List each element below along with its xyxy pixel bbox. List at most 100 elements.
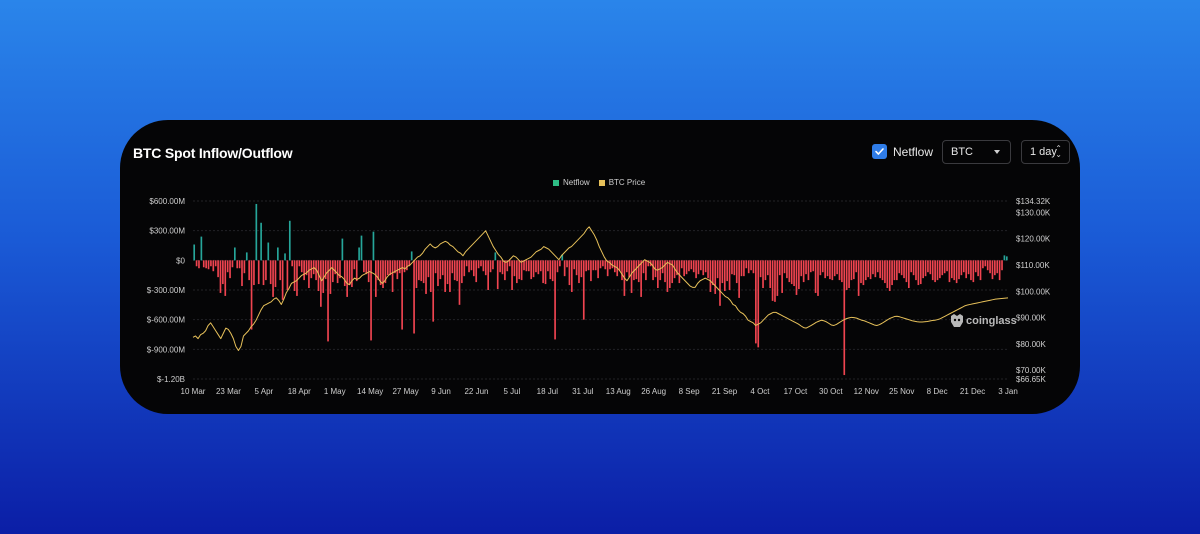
netflow-bar[interactable] [523,260,525,271]
netflow-bar[interactable] [604,260,607,270]
netflow-bar[interactable] [979,260,982,281]
netflow-bar[interactable] [298,260,301,267]
netflow-bar[interactable] [864,260,867,281]
netflow-bar[interactable] [731,260,733,275]
netflow-bar[interactable] [609,260,611,270]
netflow-bar[interactable] [927,260,929,273]
netflow-bar[interactable] [446,260,449,285]
netflow-bar[interactable] [288,220,291,261]
netflow-bar[interactable] [243,260,246,274]
netflow-bar[interactable] [1001,260,1003,271]
netflow-bar[interactable] [982,260,984,269]
netflow-bar[interactable] [456,260,458,282]
netflow-bar[interactable] [367,260,370,283]
netflow-bar[interactable] [425,260,427,294]
netflow-bar[interactable] [683,260,685,277]
netflow-bar[interactable] [955,260,958,284]
netflow-bar[interactable] [401,260,403,330]
netflow-bar[interactable] [680,260,683,269]
netflow-bar[interactable] [951,260,953,279]
coin-select[interactable]: BTC [942,140,1011,164]
netflow-bar[interactable] [377,260,380,281]
netflow-bar[interactable] [542,260,544,284]
netflow-bar[interactable] [845,260,848,290]
netflow-bar[interactable] [351,260,353,288]
netflow-bar[interactable] [195,260,198,267]
netflow-bar[interactable] [535,260,537,273]
netflow-bar[interactable] [788,260,791,283]
netflow-bar[interactable] [862,260,865,286]
netflow-bar[interactable] [477,260,480,269]
netflow-bar[interactable] [668,260,671,289]
netflow-bar[interactable] [415,260,418,289]
netflow-bar[interactable] [723,260,726,291]
netflow-bar[interactable] [272,260,274,297]
netflow-bar[interactable] [970,260,972,281]
netflow-bar[interactable] [994,260,996,276]
netflow-bar[interactable] [547,260,549,272]
netflow-bar[interactable] [482,260,485,272]
netflow-bar[interactable] [331,260,334,283]
netflow-bar[interactable] [233,247,236,261]
netflow-bar[interactable] [910,260,913,273]
netflow-bar[interactable] [210,260,212,267]
netflow-bar[interactable] [532,260,535,278]
netflow-bar[interactable] [449,260,451,292]
netflow-bar[interactable] [205,260,207,269]
netflow-bar[interactable] [998,260,1001,281]
netflow-bar[interactable] [960,260,963,276]
netflow-bar[interactable] [652,260,654,281]
netflow-bar[interactable] [666,260,669,292]
netflow-bar[interactable] [437,260,439,287]
netflow-bar[interactable] [487,260,489,290]
netflow-bar[interactable] [305,260,308,276]
netflow-bar[interactable] [743,260,745,277]
netflow-bar[interactable] [709,260,712,292]
netflow-bar[interactable] [814,260,817,293]
netflow-bar[interactable] [919,260,922,285]
netflow-bar[interactable] [590,260,592,282]
netflow-bar[interactable] [363,260,365,273]
netflow-bar[interactable] [320,260,322,307]
netflow-bar[interactable] [257,260,260,285]
netflow-bar[interactable] [657,260,659,289]
netflow-bar[interactable] [327,260,329,342]
netflow-bar[interactable] [472,260,475,277]
netflow-bar[interactable] [391,260,394,292]
netflow-bar[interactable] [721,260,724,284]
netflow-bar[interactable] [308,260,310,289]
netflow-bar[interactable] [501,260,504,275]
netflow-bar[interactable] [795,260,798,295]
netflow-bar[interactable] [530,260,533,280]
netflow-bar[interactable] [986,260,989,271]
netflow-bar[interactable] [346,260,348,297]
netflow-bar[interactable] [492,260,494,270]
netflow-bar[interactable] [570,260,573,292]
netflow-bar[interactable] [989,260,991,274]
netflow-bar[interactable] [733,260,736,276]
netflow-bar[interactable] [819,260,822,276]
netflow-bar[interactable] [544,260,547,285]
netflow-bar[interactable] [582,260,585,320]
netflow-toggle[interactable]: Netflow [872,144,933,159]
netflow-bar[interactable] [676,260,678,276]
netflow-bar[interactable] [339,260,341,279]
netflow-bar[interactable] [719,260,721,306]
netflow-bar[interactable] [991,260,994,280]
netflow-bar[interactable] [434,260,437,274]
netflow-bar[interactable] [972,260,975,283]
netflow-bar[interactable] [453,260,456,281]
netflow-bar[interactable] [587,260,590,271]
netflow-bar[interactable] [406,260,408,271]
netflow-bar[interactable] [884,260,886,284]
netflow-bar[interactable] [640,260,642,297]
netflow-bar[interactable] [422,260,425,284]
netflow-bar[interactable] [322,260,325,293]
netflow-bar[interactable] [645,260,647,281]
netflow-bar[interactable] [563,260,566,277]
netflow-bar[interactable] [786,260,788,279]
netflow-bar[interactable] [635,260,638,280]
netflow-bar[interactable] [843,260,846,376]
netflow-bar[interactable] [790,260,793,285]
netflow-bar[interactable] [214,260,217,267]
